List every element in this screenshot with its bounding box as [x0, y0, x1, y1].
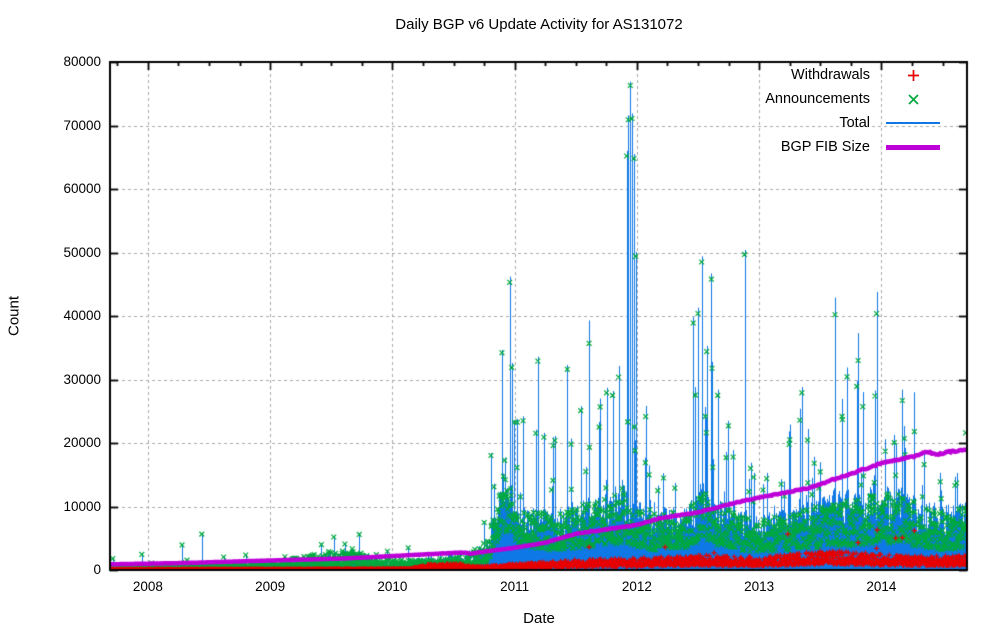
y-tick-label: 70000 [63, 117, 101, 133]
legend-item-bgp-fib-size: BGP FIB Size [765, 135, 942, 159]
y-tick-label: 10000 [63, 498, 101, 514]
legend-label: BGP FIB Size [780, 139, 870, 155]
x-tick-label: 2008 [132, 579, 163, 594]
y-tick-label: 20000 [63, 435, 101, 450]
x-tick-label: 2011 [500, 579, 530, 594]
y-tick-label: 40000 [63, 308, 101, 323]
cross-marker-icon [884, 92, 942, 107]
x-tick-label: 2009 [255, 579, 286, 594]
y-tick-label: 30000 [63, 371, 101, 387]
chart-title: Daily BGP v6 Update Activity for AS13107… [395, 16, 683, 33]
legend-item-announcements: Announcements [765, 87, 942, 111]
legend-label: Total [839, 115, 870, 131]
y-tick-label: 50000 [63, 244, 101, 260]
x-tick-label: 2013 [744, 579, 775, 594]
legend: Withdrawals Announcements Total BGP FIB Siz… [765, 63, 942, 159]
x-tick-label: 2012 [621, 579, 652, 594]
thick-line-marker-icon [884, 144, 942, 150]
x-tick-label: 2014 [866, 579, 897, 594]
line-marker-icon [884, 122, 942, 124]
y-tick-label: 0 [93, 562, 101, 577]
plus-marker-icon [884, 68, 942, 83]
legend-item-total: Total [765, 111, 942, 135]
legend-label: Withdrawals [791, 67, 870, 83]
legend-item-withdrawals: Withdrawals [765, 63, 942, 87]
legend-label: Announcements [765, 91, 870, 107]
x-tick-label: 2010 [377, 579, 408, 594]
y-tick-label: 60000 [63, 181, 101, 196]
y-tick-label: 80000 [63, 54, 101, 69]
x-axis-label: Date [523, 610, 555, 627]
